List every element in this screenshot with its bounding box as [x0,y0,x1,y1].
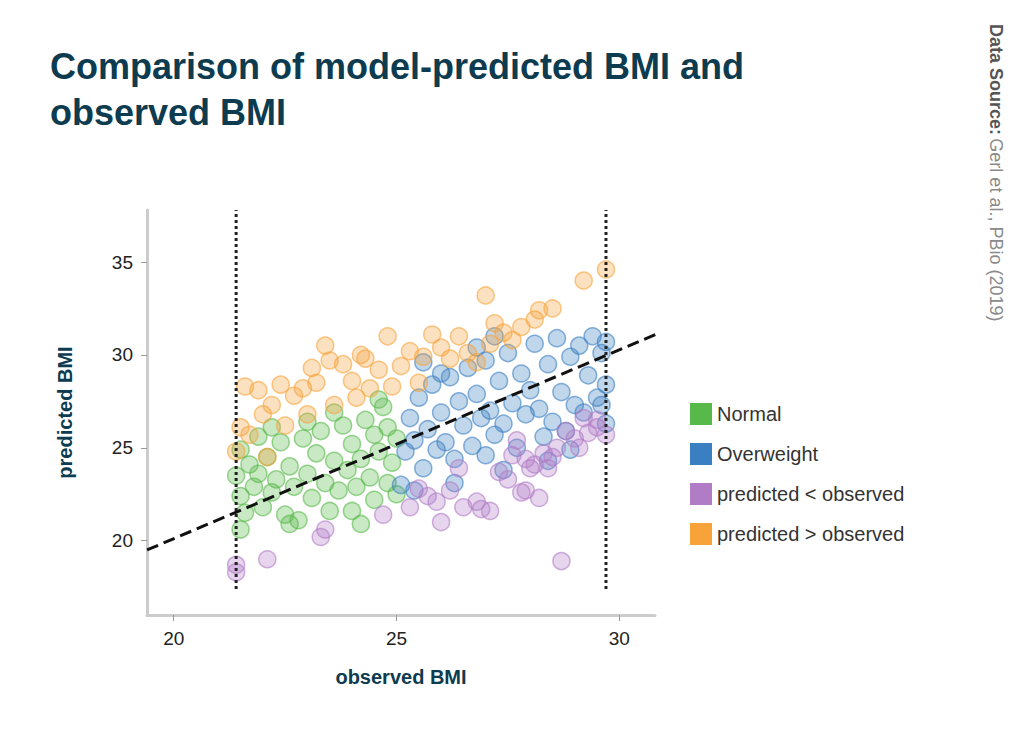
svg-text:35: 35 [112,252,133,273]
svg-text:25: 25 [386,628,407,649]
svg-text:Comparison of model-predicted: Comparison of model-predicted BMI and [50,46,754,87]
svg-text:20: 20 [112,530,133,551]
svg-text:Overweight: Overweight [717,443,819,465]
svg-text:predicted > observed: predicted > observed [717,523,904,545]
svg-text:predicted BMI: predicted BMI [54,346,76,478]
svg-text:30: 30 [609,628,630,649]
svg-text:observed BMI: observed BMI [335,666,466,688]
svg-text:Data Source:: Data Source: [986,24,1006,135]
svg-text:25: 25 [112,437,133,458]
svg-text:Gerl et al., PBio (2019): Gerl et al., PBio (2019) [986,138,1006,321]
svg-text:30: 30 [112,344,133,365]
svg-text:observed BMI: observed BMI [50,92,286,133]
svg-text:Normal: Normal [717,403,781,425]
svg-text:20: 20 [163,628,184,649]
svg-text:predicted < observed: predicted < observed [717,483,904,505]
